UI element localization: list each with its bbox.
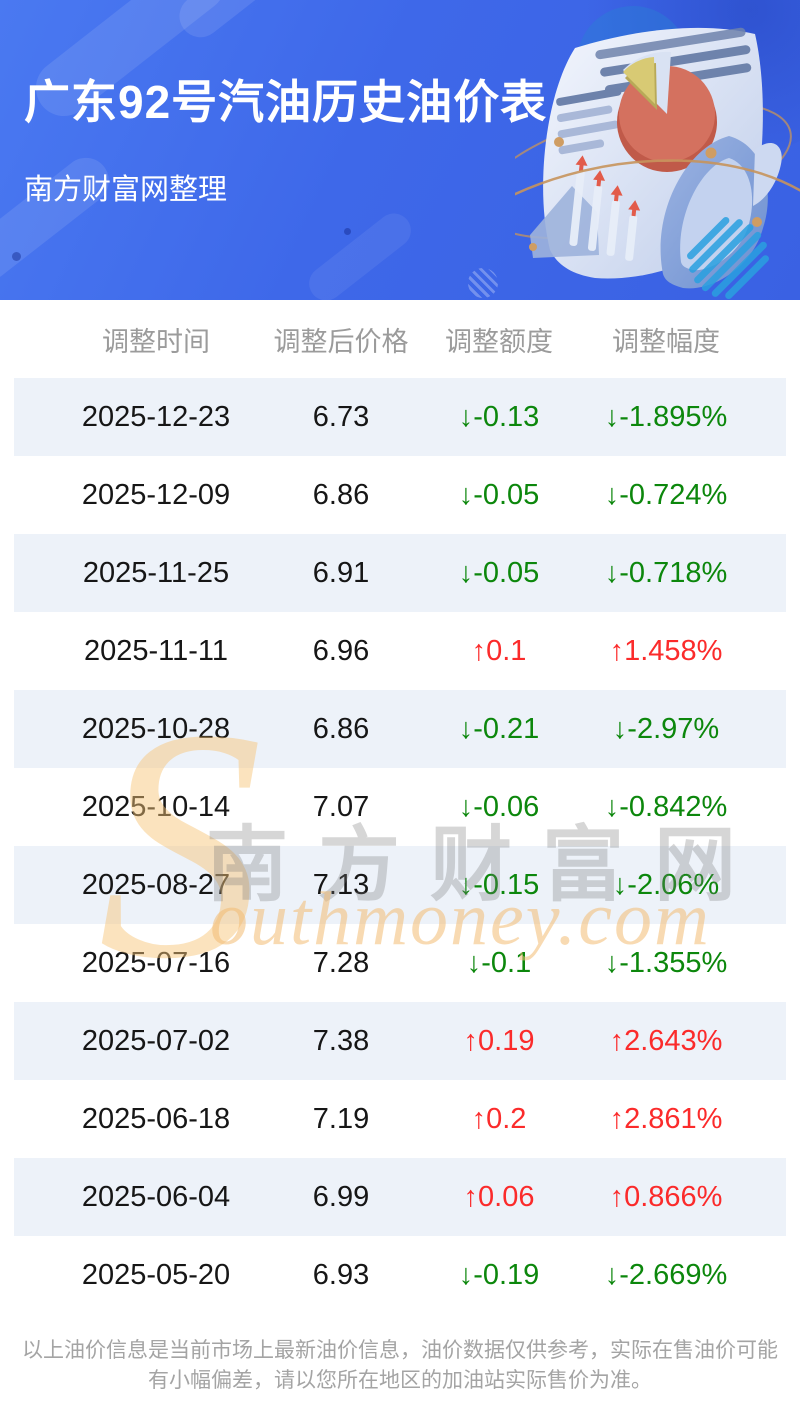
table-row: 2025-08-27 7.13 ↓-0.15 ↓-2.06% [14,846,786,924]
cell-date: 2025-10-28 [81,712,231,745]
page-subtitle: 南方财富网整理 [24,174,228,206]
cell-change-percent: ↓-1.355% [604,946,728,979]
cell-change-percent: ↓-1.895% [604,400,728,433]
table-body: 2025-12-23 6.73 ↓-0.13 ↓-1.895% 2025-12-… [0,378,800,1314]
cell-change-percent: ↓-2.97% [612,712,720,745]
cell-change-amount: ↓-0.15 [458,868,540,901]
col-header-adjust-amount: 调整额度 [445,326,553,357]
cell-price: 6.91 [312,556,370,589]
cell-change-amount: ↓-0.05 [458,556,540,589]
table-row: 2025-06-04 6.99 ↑0.06 ↑0.866% [14,1158,786,1236]
cell-change-amount: ↓-0.19 [458,1258,540,1291]
banner: 广东92号汽油历史油价表 南方财富网整理 [0,0,800,300]
table-row: 2025-11-11 6.96 ↑0.1 ↑1.458% [14,612,786,690]
cell-change-amount: ↓-0.06 [458,790,540,823]
cell-price: 7.38 [312,1024,370,1057]
cell-price: 6.96 [312,634,370,667]
col-header-adjust-time: 调整时间 [102,326,210,357]
cell-date: 2025-08-27 [81,868,231,901]
cell-change-amount: ↓-0.21 [458,712,540,745]
cell-price: 6.99 [312,1180,370,1213]
footer-note: 以上油价信息是当前市场上最新油价信息，油价数据仅供参考，实际在售油价可能 有小幅… [0,1336,800,1397]
page-title: 广东92号汽油历史油价表 [24,76,548,128]
cell-change-amount: ↓-0.1 [466,946,532,979]
cell-date: 2025-11-11 [83,634,229,667]
cell-price: 7.28 [312,946,370,979]
price-table: 调整时间 调整后价格 调整额度 调整幅度 2025-12-23 6.73 ↓-0… [0,300,800,1314]
cell-change-amount: ↑0.2 [471,1102,527,1135]
footer-line-1: 以上油价信息是当前市场上最新油价信息，油价数据仅供参考，实际在售油价可能 [22,1339,778,1362]
table-row: 2025-06-18 7.19 ↑0.2 ↑2.861% [14,1080,786,1158]
cell-change-percent: ↓-2.06% [612,868,720,901]
cell-date: 2025-06-18 [81,1102,231,1135]
cell-change-percent: ↑2.861% [609,1102,723,1135]
cell-date: 2025-11-25 [82,556,230,589]
cell-price: 6.86 [312,478,370,511]
cell-date: 2025-10-14 [81,790,231,823]
decor-dot [12,252,21,261]
cell-date: 2025-12-23 [81,400,231,433]
decor-capsule [170,0,316,46]
cell-change-amount: ↓-0.05 [458,478,540,511]
cell-change-percent: ↑1.458% [609,634,723,667]
cell-change-amount: ↑0.06 [463,1180,535,1213]
col-header-adjust-range: 调整幅度 [612,326,720,357]
table-row: 2025-12-09 6.86 ↓-0.05 ↓-0.724% [14,456,786,534]
cell-change-percent: ↓-0.724% [604,478,728,511]
cell-price: 7.07 [312,790,370,823]
cell-change-percent: ↓-0.718% [604,556,728,589]
cell-change-percent: ↓-0.842% [604,790,728,823]
table-row: 2025-07-16 7.28 ↓-0.1 ↓-1.355% [14,924,786,1002]
footer-line-2: 有小幅偏差，请以您所在地区的加油站实际售价为准。 [148,1369,652,1393]
cell-change-percent: ↓-2.669% [604,1258,728,1291]
decor-capsule [302,206,418,300]
table-row: 2025-10-28 6.86 ↓-0.21 ↓-2.97% [14,690,786,768]
cell-price: 6.73 [312,400,370,433]
cell-price: 6.93 [312,1258,370,1291]
cell-change-percent: ↑2.643% [609,1024,723,1057]
cell-change-percent: ↑0.866% [609,1180,723,1213]
table-row: 2025-07-02 7.38 ↑0.19 ↑2.643% [14,1002,786,1080]
cell-date: 2025-07-16 [81,946,231,979]
cell-date: 2025-07-02 [81,1024,231,1057]
cell-date: 2025-06-04 [81,1180,231,1213]
cell-price: 7.19 [312,1102,370,1135]
decor-striped-circle-icon [468,268,498,298]
table-header-row: 调整时间 调整后价格 调整额度 调整幅度 [0,300,800,378]
cell-price: 6.86 [312,712,370,745]
cell-date: 2025-12-09 [81,478,231,511]
cell-date: 2025-05-20 [81,1258,231,1291]
table-row: 2025-05-20 6.93 ↓-0.19 ↓-2.669% [14,1236,786,1314]
cell-change-amount: ↓-0.13 [458,400,540,433]
decor-dot [344,228,351,235]
table-row: 2025-11-25 6.91 ↓-0.05 ↓-0.718% [14,534,786,612]
cell-change-amount: ↑0.19 [463,1024,535,1057]
table-row: 2025-12-23 6.73 ↓-0.13 ↓-1.895% [14,378,786,456]
cell-change-amount: ↑0.1 [471,634,527,667]
col-header-adjusted-price: 调整后价格 [273,326,409,357]
report-document-illustration-icon [515,6,800,299]
cell-price: 7.13 [312,868,370,901]
table-row: 2025-10-14 7.07 ↓-0.06 ↓-0.842% [14,768,786,846]
